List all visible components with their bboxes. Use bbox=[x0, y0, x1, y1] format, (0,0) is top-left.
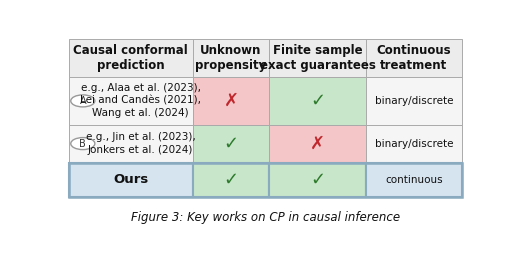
Text: ✓: ✓ bbox=[310, 92, 325, 110]
Text: ✓: ✓ bbox=[223, 171, 239, 189]
Text: Ours: Ours bbox=[113, 173, 148, 186]
Text: Causal conformal
prediction: Causal conformal prediction bbox=[74, 44, 188, 73]
Bar bbox=[269, 39, 366, 77]
Bar bbox=[69, 77, 193, 125]
Text: Finite sample
exact guarantees: Finite sample exact guarantees bbox=[260, 44, 376, 73]
Text: binary/discrete: binary/discrete bbox=[375, 139, 453, 149]
Text: binary/discrete: binary/discrete bbox=[375, 96, 453, 106]
Bar bbox=[69, 162, 193, 197]
Text: ✓: ✓ bbox=[310, 171, 325, 189]
Text: ✗: ✗ bbox=[223, 92, 239, 110]
Circle shape bbox=[71, 138, 95, 150]
Circle shape bbox=[71, 95, 95, 107]
Bar bbox=[69, 39, 193, 77]
Bar bbox=[69, 162, 462, 197]
Bar bbox=[366, 125, 462, 162]
Bar bbox=[193, 162, 269, 197]
Bar bbox=[366, 77, 462, 125]
Bar bbox=[366, 39, 462, 77]
Bar bbox=[193, 77, 269, 125]
Text: Figure 3: Key works on CP in causal inference: Figure 3: Key works on CP in causal infe… bbox=[131, 211, 400, 224]
Bar bbox=[269, 162, 366, 197]
Text: B: B bbox=[79, 139, 86, 149]
Bar bbox=[269, 125, 366, 162]
Bar bbox=[193, 125, 269, 162]
Bar bbox=[69, 125, 193, 162]
Text: ✗: ✗ bbox=[310, 135, 325, 153]
Text: continuous: continuous bbox=[385, 175, 443, 185]
Text: e.g., Jin et al. (2023),
Jonkers et al. (2024): e.g., Jin et al. (2023), Jonkers et al. … bbox=[86, 132, 195, 155]
Text: ✓: ✓ bbox=[223, 135, 239, 153]
Bar bbox=[193, 39, 269, 77]
Text: e.g., Alaa et al. (2023),
Lei and Candès (2021),
Wang et al. (2024): e.g., Alaa et al. (2023), Lei and Candès… bbox=[80, 83, 201, 118]
Text: A: A bbox=[79, 96, 86, 106]
Bar bbox=[366, 162, 462, 197]
Text: Continuous
treatment: Continuous treatment bbox=[377, 44, 451, 73]
Bar bbox=[269, 77, 366, 125]
Text: Unknown
propensity: Unknown propensity bbox=[195, 44, 267, 73]
